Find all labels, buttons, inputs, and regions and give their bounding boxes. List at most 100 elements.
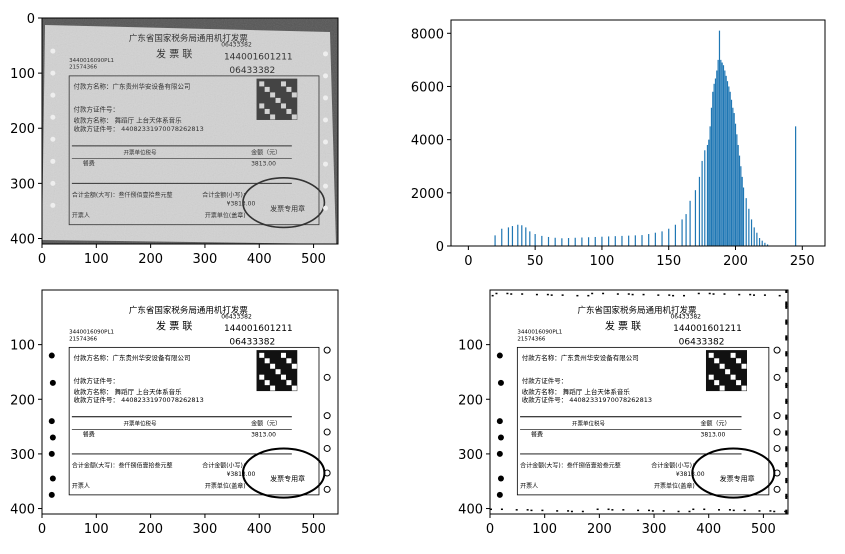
qr-module bbox=[291, 385, 297, 391]
speckle bbox=[570, 510, 573, 513]
histogram-bar bbox=[554, 237, 556, 246]
speckle bbox=[611, 509, 614, 511]
speckle bbox=[785, 319, 788, 323]
speckle bbox=[763, 294, 766, 296]
receipt-text: 06433382 bbox=[221, 42, 252, 49]
margin-hole bbox=[48, 352, 55, 359]
axes-frame bbox=[450, 19, 826, 247]
speckle bbox=[785, 382, 788, 386]
speckle bbox=[692, 508, 695, 511]
receipt-text: 合计金额(大写)：叁仟捌佰壹拾叁元整 bbox=[520, 462, 621, 470]
receipt-text: 合计金额(小写)： bbox=[202, 191, 249, 199]
speckle bbox=[657, 294, 660, 296]
qr-module bbox=[714, 380, 720, 386]
speckle bbox=[785, 430, 788, 434]
margin-hole bbox=[497, 475, 504, 482]
histogram-bar bbox=[661, 231, 663, 246]
speckle bbox=[784, 510, 787, 513]
histogram-bar bbox=[720, 59, 722, 246]
histogram-bar bbox=[648, 234, 650, 246]
y-tick-label: 300 bbox=[458, 448, 483, 463]
speckle bbox=[500, 508, 503, 511]
x-tick-label: 200 bbox=[587, 522, 612, 537]
margin-hole bbox=[49, 434, 56, 441]
histogram-bar bbox=[525, 227, 527, 246]
histogram-bar bbox=[734, 123, 737, 246]
qr-module bbox=[259, 352, 265, 358]
histogram-bar bbox=[709, 126, 711, 246]
margin-hole bbox=[323, 139, 329, 145]
qr-module bbox=[270, 385, 276, 391]
photo-grain bbox=[42, 18, 338, 244]
speckle bbox=[616, 293, 619, 295]
speckle bbox=[785, 477, 788, 481]
qr-module bbox=[730, 352, 736, 358]
speckle bbox=[662, 510, 665, 512]
speckle bbox=[541, 509, 544, 512]
receipt-text: 06433382 bbox=[679, 338, 725, 348]
receipt-text: 付款方证件号： bbox=[74, 376, 120, 385]
histogram-bar bbox=[507, 227, 510, 246]
speckle bbox=[688, 510, 691, 513]
y-tick-label: 2000 bbox=[411, 187, 444, 202]
x-tick-label: 300 bbox=[642, 522, 667, 537]
y-tick-label: 6000 bbox=[411, 80, 444, 95]
qr-module bbox=[291, 92, 297, 98]
speckle bbox=[785, 509, 788, 513]
speckle bbox=[607, 508, 610, 511]
qr-module bbox=[259, 81, 265, 87]
y-tick-label: 300 bbox=[10, 177, 35, 192]
receipt-text: 发 票 联 bbox=[156, 48, 192, 61]
histogram-bar bbox=[654, 232, 656, 246]
qr-module bbox=[275, 97, 281, 103]
receipt-text: 餐费 bbox=[531, 430, 543, 438]
histogram-bar bbox=[728, 86, 730, 247]
histogram-bar bbox=[529, 231, 531, 246]
x-tick-label: 150 bbox=[656, 254, 681, 269]
receipt-text: 付款方名称：广东贵州华安设备有限公司 bbox=[74, 82, 191, 91]
x-tick-label: 100 bbox=[84, 522, 109, 537]
histogram-bar bbox=[685, 214, 687, 246]
histogram-bar bbox=[730, 99, 733, 246]
histogram-bar bbox=[608, 236, 610, 246]
margin-hole bbox=[48, 418, 55, 425]
speckle bbox=[743, 509, 746, 512]
histogram-bar bbox=[722, 65, 725, 246]
qr-module bbox=[259, 374, 265, 380]
speckle bbox=[785, 464, 788, 468]
receipt-text: 3440016090PL1 bbox=[69, 58, 114, 64]
speckle bbox=[642, 293, 645, 296]
x-tick-label: 0 bbox=[38, 522, 46, 537]
margin-hole bbox=[323, 412, 331, 420]
qr-module bbox=[736, 358, 742, 364]
receipt-text: 3813.00 bbox=[251, 161, 276, 168]
speckle bbox=[778, 294, 781, 297]
qr-module bbox=[725, 369, 731, 375]
histogram-bar bbox=[724, 70, 726, 247]
speckle bbox=[703, 508, 706, 511]
receipt-text: 06433382 bbox=[229, 66, 275, 76]
margin-hole bbox=[773, 469, 781, 477]
histogram-bar bbox=[713, 83, 715, 246]
speckle bbox=[602, 292, 605, 295]
binary-background bbox=[490, 290, 788, 514]
receipt-text: 发票专用章 bbox=[270, 204, 305, 213]
axis-ticks: 0 50 100 150 200 250 0 2000 4000 6000 8000 bbox=[411, 27, 815, 269]
margin-hole bbox=[496, 491, 503, 498]
qr-module bbox=[280, 103, 286, 109]
speckle bbox=[556, 510, 559, 512]
speckle bbox=[491, 294, 494, 297]
histogram-bar bbox=[712, 91, 714, 246]
y-tick-label: 100 bbox=[10, 339, 35, 354]
margin-hole bbox=[50, 114, 56, 120]
receipt-frame bbox=[516, 346, 770, 496]
axes-frame bbox=[489, 289, 789, 515]
margin-hole bbox=[323, 73, 329, 79]
histogram-bar bbox=[736, 134, 738, 246]
speckle bbox=[718, 509, 721, 511]
axes-frame bbox=[41, 289, 339, 515]
histogram-bar bbox=[628, 235, 630, 246]
